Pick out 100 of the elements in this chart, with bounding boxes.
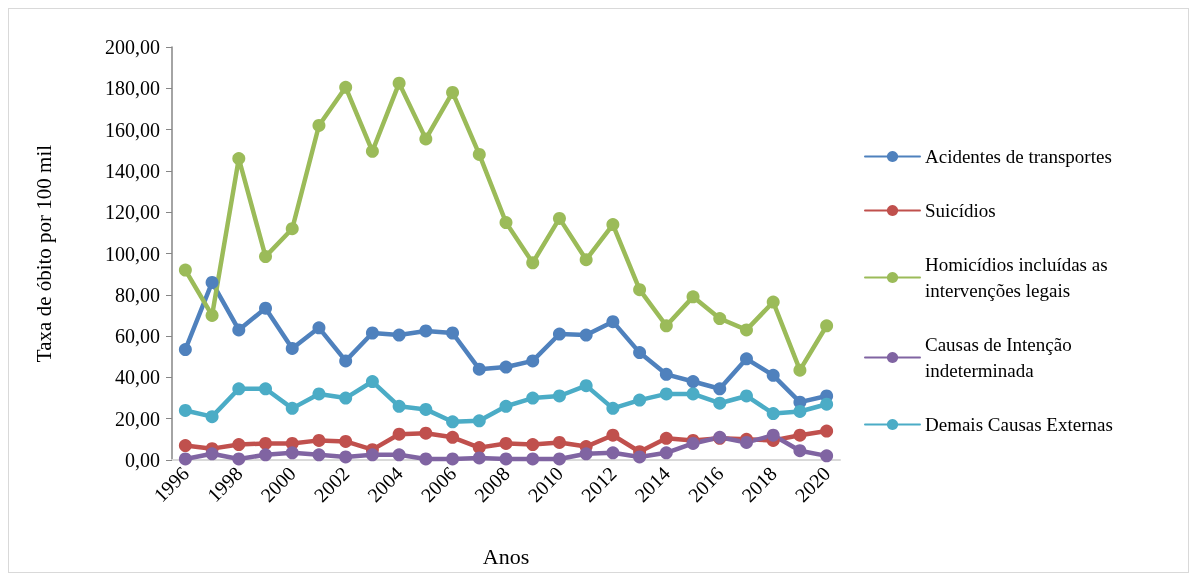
point — [739, 352, 753, 366]
point — [820, 397, 834, 411]
point — [579, 447, 593, 461]
point — [606, 446, 620, 460]
point — [285, 446, 299, 460]
point — [472, 451, 486, 465]
point — [259, 301, 273, 315]
point — [686, 375, 700, 389]
point — [392, 399, 406, 413]
y-tick-label: 60,00 — [115, 325, 160, 348]
point — [686, 290, 700, 304]
point — [419, 132, 433, 146]
point — [339, 354, 353, 368]
point — [552, 435, 566, 449]
point — [579, 328, 593, 342]
point — [606, 218, 620, 232]
point — [739, 323, 753, 337]
point — [499, 452, 513, 466]
y-tick-label: 120,00 — [105, 201, 160, 224]
point — [579, 253, 593, 267]
point — [606, 428, 620, 442]
point — [259, 382, 273, 396]
point — [232, 452, 246, 466]
point — [793, 404, 807, 418]
point — [579, 379, 593, 393]
point — [793, 444, 807, 458]
point — [178, 452, 192, 466]
point — [446, 415, 460, 429]
y-axis-title: Taxa de óbito por 100 mil — [31, 144, 56, 363]
point — [259, 250, 273, 264]
point — [285, 222, 299, 236]
point — [499, 360, 513, 374]
point — [392, 328, 406, 342]
legend-label: Suicídios — [925, 200, 996, 221]
point — [793, 363, 807, 377]
point — [178, 343, 192, 357]
point — [526, 438, 540, 452]
point — [365, 144, 379, 158]
point — [205, 447, 219, 461]
x-axis-title: Anos — [482, 543, 530, 569]
point — [365, 326, 379, 340]
point — [552, 211, 566, 225]
point — [499, 436, 513, 450]
point — [419, 452, 433, 466]
point — [472, 362, 486, 376]
y-tick-label: 20,00 — [115, 407, 160, 430]
point — [766, 295, 780, 309]
legend-label: Acidentes de transportes — [925, 146, 1112, 167]
point — [339, 434, 353, 448]
point — [766, 368, 780, 382]
point — [392, 448, 406, 462]
point — [472, 414, 486, 428]
point — [793, 428, 807, 442]
point — [259, 448, 273, 462]
point — [178, 263, 192, 277]
point — [419, 402, 433, 416]
point — [606, 401, 620, 415]
point — [713, 396, 727, 410]
point — [499, 216, 513, 230]
point — [178, 439, 192, 453]
point — [659, 387, 673, 401]
point — [472, 147, 486, 161]
point — [339, 391, 353, 405]
legend-label: Demais Causas Externas — [925, 414, 1113, 435]
point — [446, 430, 460, 444]
point — [766, 428, 780, 442]
point — [446, 452, 460, 466]
y-tick-label: 100,00 — [105, 242, 160, 265]
point — [713, 382, 727, 396]
point — [285, 401, 299, 415]
point — [739, 389, 753, 403]
point — [419, 426, 433, 440]
y-tick-label: 180,00 — [105, 77, 160, 100]
y-tick-label: 160,00 — [105, 118, 160, 141]
point — [552, 327, 566, 341]
point — [392, 76, 406, 90]
y-tick-label: 140,00 — [105, 159, 160, 182]
point — [633, 450, 647, 464]
point — [232, 152, 246, 166]
point — [312, 387, 326, 401]
point — [659, 431, 673, 445]
point — [205, 308, 219, 322]
point — [766, 407, 780, 421]
point — [232, 382, 246, 396]
point — [312, 433, 326, 447]
point — [446, 85, 460, 99]
point — [526, 354, 540, 368]
point — [312, 118, 326, 132]
point — [205, 275, 219, 289]
point — [633, 283, 647, 297]
legend-label: Homicídios incluídas as intervenções legais — [925, 254, 1113, 301]
y-tick-label: 200,00 — [105, 36, 160, 58]
point — [820, 424, 834, 438]
point — [526, 391, 540, 405]
point — [659, 319, 673, 333]
point — [312, 321, 326, 335]
legend-label: Causas de Intenção indeterminada — [925, 334, 1077, 381]
point — [659, 446, 673, 460]
point — [659, 367, 673, 381]
point — [820, 449, 834, 463]
